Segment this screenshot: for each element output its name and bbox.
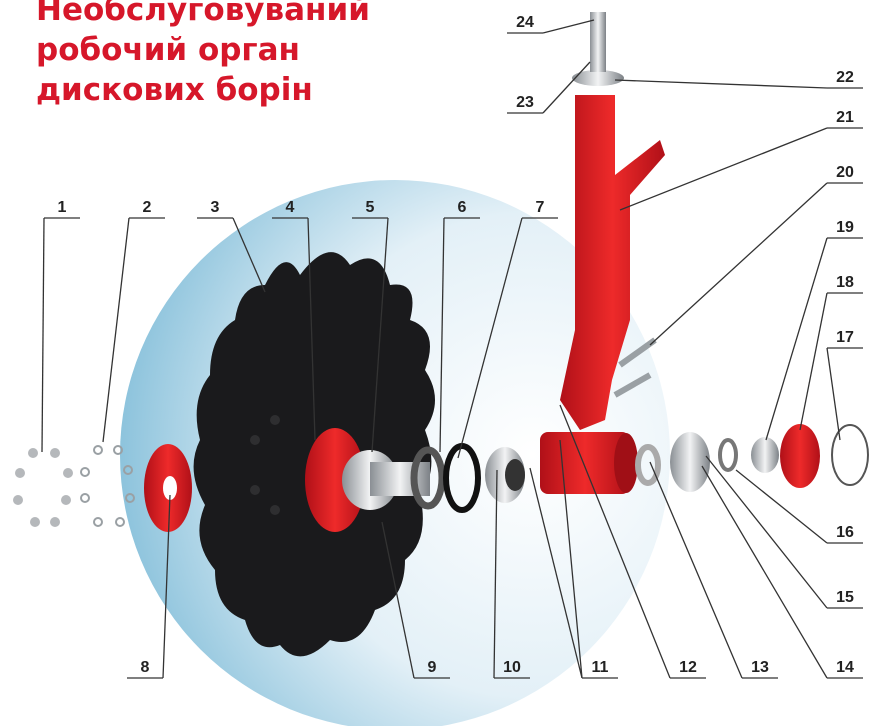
housing-end <box>614 433 638 493</box>
callout-number: 1 <box>58 199 67 216</box>
callout-number: 4 <box>286 199 295 216</box>
cap <box>780 424 820 488</box>
callout-leader <box>650 183 827 345</box>
callout-leader <box>543 20 594 33</box>
title-line: робочий орган <box>36 32 300 68</box>
nuts <box>13 448 73 527</box>
callout-number: 24 <box>516 14 534 31</box>
axle <box>370 462 430 496</box>
callout-number: 2 <box>143 199 152 216</box>
nut <box>751 437 779 473</box>
callout-leader <box>615 80 827 88</box>
callout-number: 22 <box>836 69 854 86</box>
callout-number: 15 <box>836 589 854 606</box>
bearing-inner <box>505 459 525 491</box>
callout-number: 11 <box>592 659 609 676</box>
callout-leader <box>736 470 827 543</box>
callout-number: 23 <box>516 94 534 111</box>
callout-number: 5 <box>366 199 375 216</box>
callout-number: 21 <box>836 109 854 126</box>
callout-number: 12 <box>679 659 697 676</box>
callout-number: 14 <box>836 659 854 676</box>
bearing-2 <box>670 432 710 492</box>
title-line: дискових борін <box>36 72 313 108</box>
callout-number: 7 <box>536 199 545 216</box>
diagram: Необслуговуваний робочий орган дискових бо… <box>0 0 882 726</box>
callout-number: 19 <box>836 219 854 236</box>
callout-leader <box>42 218 44 452</box>
lock-washer <box>720 440 736 470</box>
callout-number: 3 <box>211 199 220 216</box>
callout-leader <box>827 348 840 440</box>
snap-ring <box>832 425 868 485</box>
callout-number: 8 <box>141 659 150 676</box>
callout-number: 13 <box>751 659 769 676</box>
callout-leader <box>650 462 742 678</box>
title-line: Необслуговуваний <box>36 0 370 28</box>
callout-number: 17 <box>836 329 854 346</box>
callout-leader <box>702 466 827 678</box>
callout-number: 20 <box>836 164 854 181</box>
callout-number: 6 <box>458 199 467 216</box>
callout-number: 9 <box>428 659 437 676</box>
callout-number: 18 <box>836 274 854 291</box>
callout-number: 10 <box>503 659 521 676</box>
callout-number: 16 <box>836 524 854 541</box>
